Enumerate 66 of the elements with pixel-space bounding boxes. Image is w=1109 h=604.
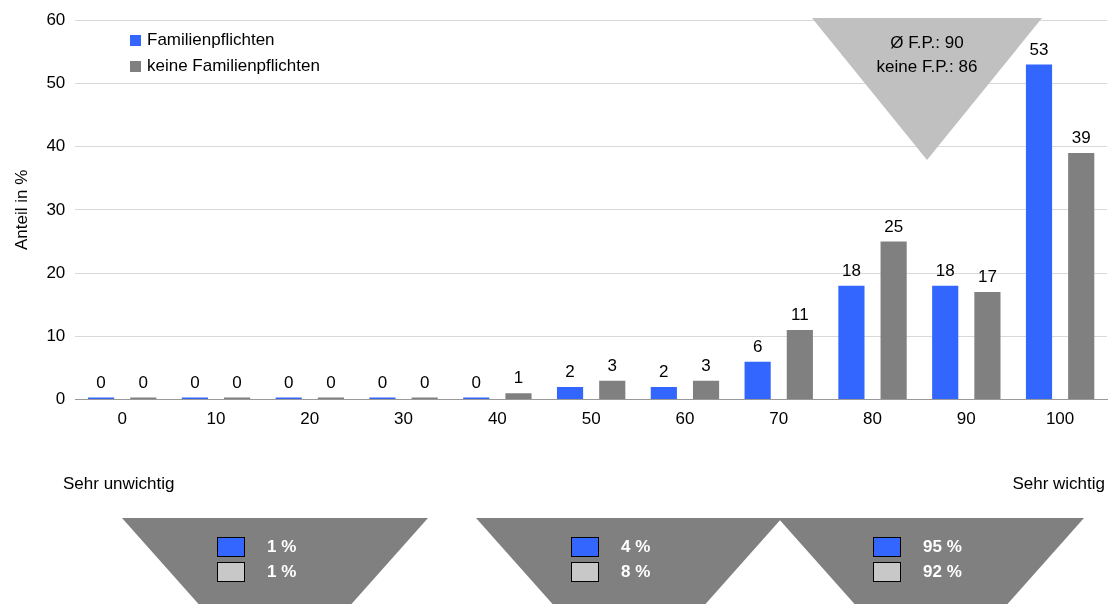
data-label: 1 — [513, 368, 524, 388]
annotation: Ø F.P.: 90 — [890, 33, 964, 52]
y-tick-label: 60 — [46, 9, 66, 29]
y-tick-label: 30 — [46, 199, 66, 219]
bar — [650, 386, 677, 400]
text: 92 % — [923, 562, 962, 582]
bar — [1068, 152, 1095, 400]
data-label: 2 — [659, 362, 669, 382]
bar — [932, 285, 959, 400]
y-tick-label: 10 — [46, 326, 66, 346]
bar — [505, 393, 532, 400]
bar — [599, 380, 626, 400]
data-label: 18 — [935, 260, 955, 280]
data-label: 0 — [232, 372, 242, 392]
x-tick-label: 70 — [769, 409, 789, 429]
y-axis-title: Anteil in % — [11, 169, 31, 251]
data-label: 25 — [884, 216, 904, 236]
text: Sehr unwichtig — [63, 474, 175, 494]
data-label: 0 — [96, 372, 106, 392]
data-label: 0 — [326, 372, 336, 392]
data-label: 3 — [701, 355, 711, 375]
data-label: 0 — [283, 372, 294, 392]
data-label: 0 — [471, 372, 481, 392]
bar — [838, 285, 865, 400]
x-tick-label: 90 — [956, 409, 976, 429]
data-label: 0 — [138, 372, 149, 392]
text: 95 % — [923, 537, 962, 557]
data-label: 39 — [1071, 128, 1091, 148]
x-tick-label: 0 — [117, 409, 127, 429]
text: 1 % — [267, 562, 297, 582]
annotation: keine F.P.: 86 — [875, 57, 979, 77]
y-tick-label: 0 — [55, 389, 66, 409]
y-tick-label: 50 — [46, 73, 66, 93]
y-tick-label: 20 — [46, 262, 66, 282]
y-tick-label: 40 — [46, 136, 66, 156]
data-label: 0 — [419, 372, 430, 392]
text: Sehr wichtig — [1012, 474, 1105, 494]
bar — [880, 241, 907, 400]
data-label: 18 — [841, 260, 861, 280]
x-tick-label: 30 — [394, 409, 414, 429]
text: 1 % — [267, 537, 297, 557]
data-label: 2 — [565, 362, 575, 382]
bar — [692, 380, 720, 400]
bar — [1025, 64, 1053, 400]
data-label: 3 — [607, 355, 617, 375]
x-tick-label: 80 — [863, 409, 882, 429]
bar — [556, 386, 584, 400]
data-label: 0 — [377, 372, 388, 392]
x-tick-label: 50 — [581, 409, 601, 429]
x-tick-label: 10 — [206, 409, 226, 429]
legend-label: keine Familienpflichten — [146, 55, 320, 77]
data-label: 11 — [791, 305, 809, 325]
bar — [786, 330, 813, 400]
data-label: 17 — [977, 267, 997, 287]
data-label: 0 — [190, 372, 200, 392]
text: 8 % — [621, 562, 651, 582]
bar — [974, 292, 1001, 400]
text: 4 % — [621, 537, 651, 557]
data-label: 6 — [752, 336, 763, 356]
data-label: 53 — [1029, 39, 1049, 59]
x-tick-label: 40 — [487, 409, 507, 429]
x-tick-label: 100 — [1045, 409, 1075, 429]
bar — [744, 361, 771, 400]
legend-label: Familienpflichten — [146, 29, 276, 51]
x-tick-label: 20 — [300, 409, 320, 429]
x-tick-label: 60 — [675, 409, 695, 429]
